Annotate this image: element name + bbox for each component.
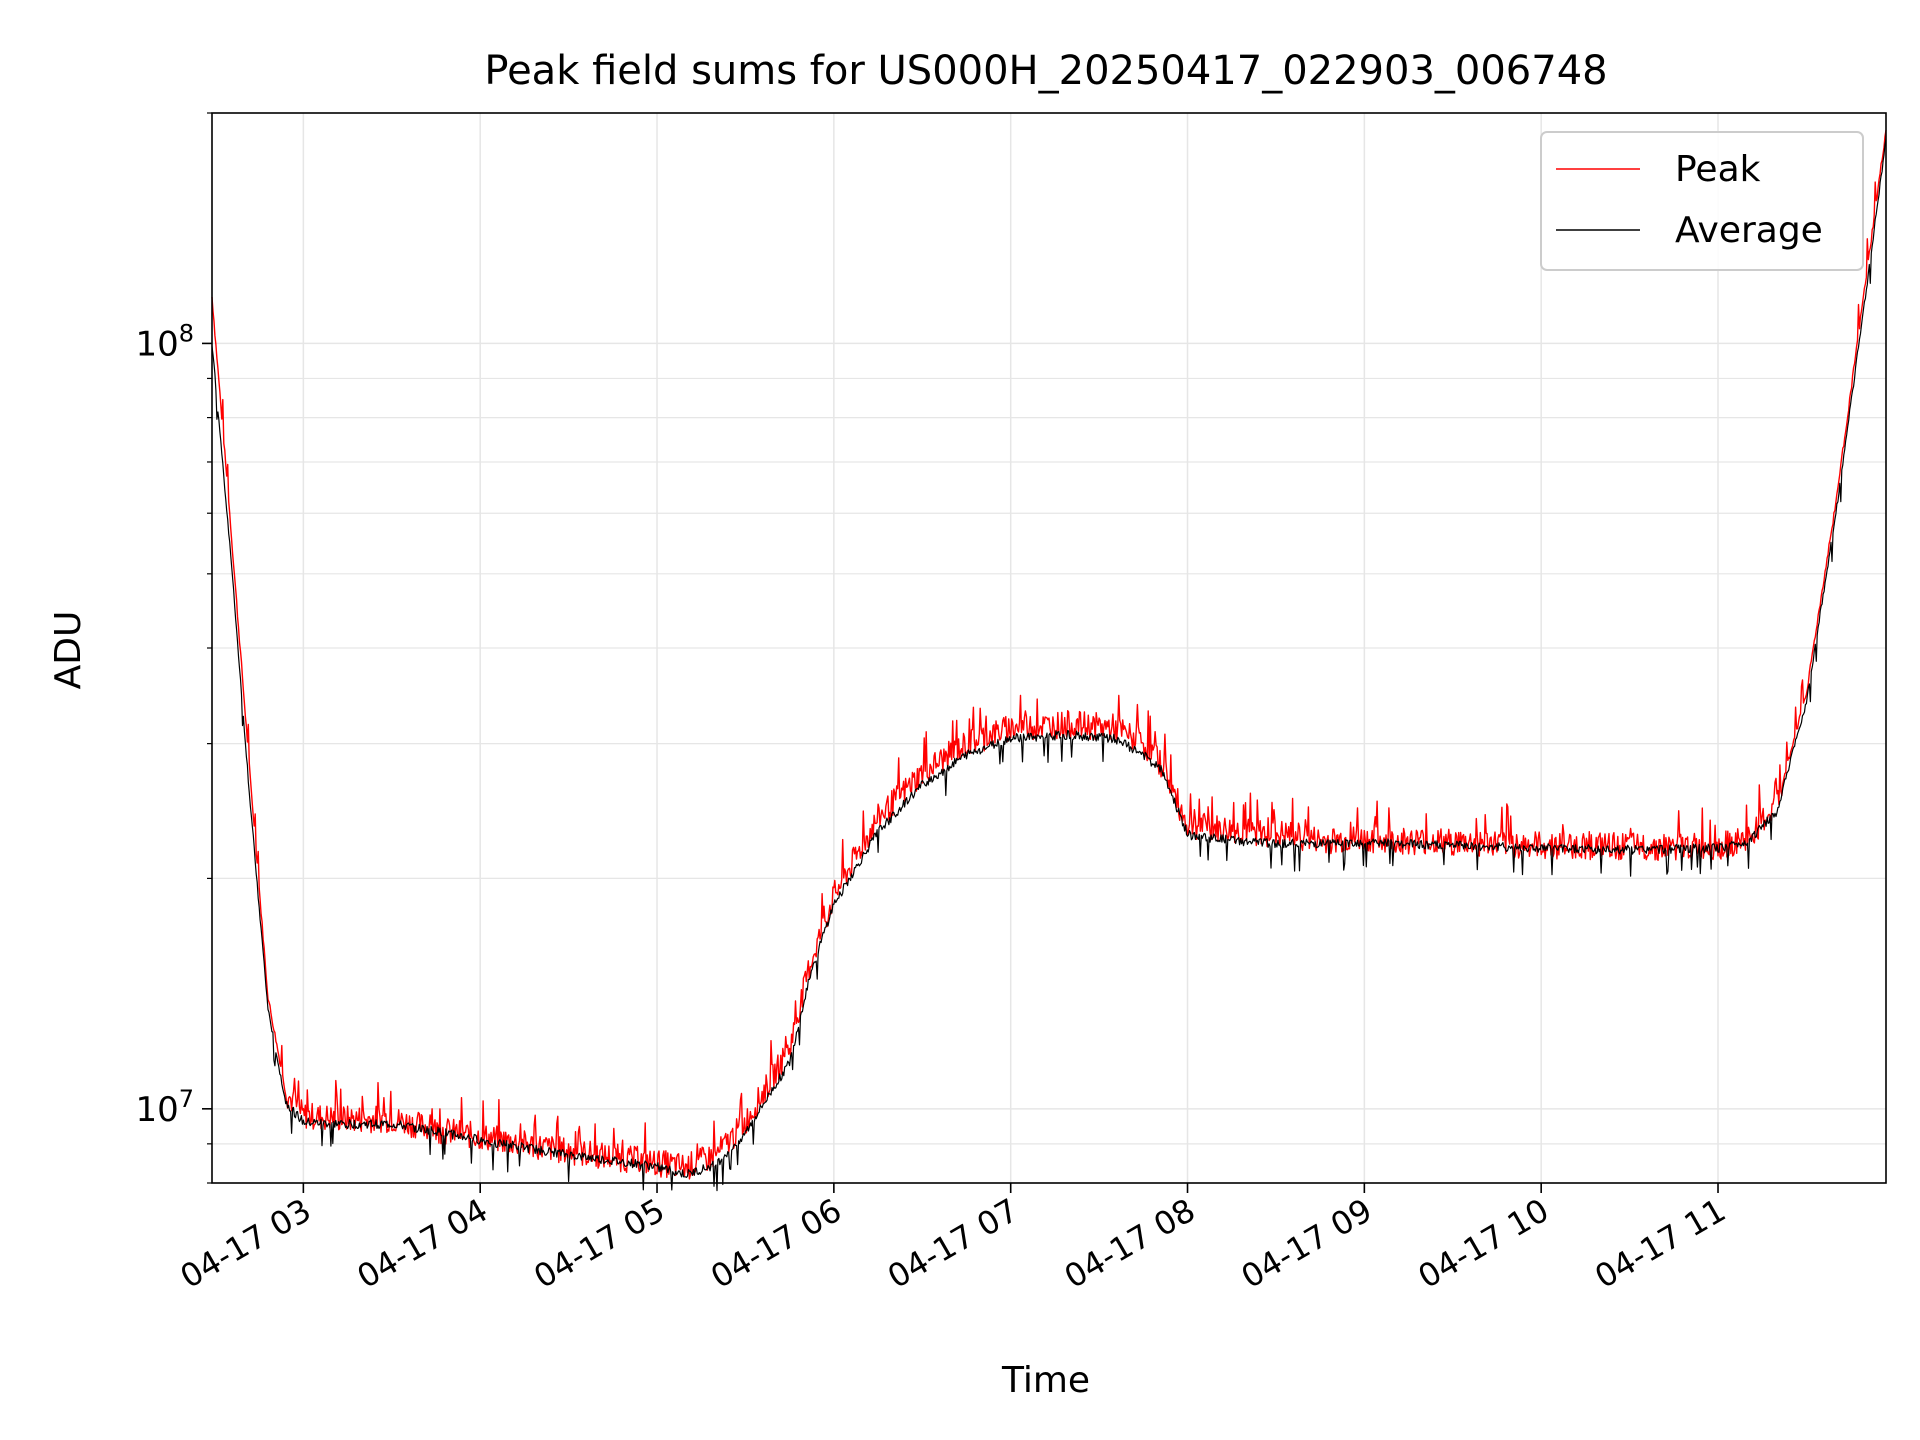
legend-label-peak: Peak [1675, 149, 1761, 190]
legend-box [1540, 131, 1864, 271]
legend-label-average: Average [1675, 210, 1823, 251]
chart-title: Peak field sums for US000H_20250417_0229… [484, 48, 1607, 94]
legend: Peak Average [1540, 131, 1864, 271]
y-axis: 107 108 [135, 112, 212, 1184]
y-tick-label: 108 [135, 319, 194, 364]
y-axis-label: ADU [48, 611, 89, 690]
x-axis-label: Time [1001, 1360, 1090, 1401]
series-layer [211, 129, 1887, 1192]
series-line-average [211, 138, 1887, 1192]
y-tick-label: 107 [135, 1085, 194, 1130]
